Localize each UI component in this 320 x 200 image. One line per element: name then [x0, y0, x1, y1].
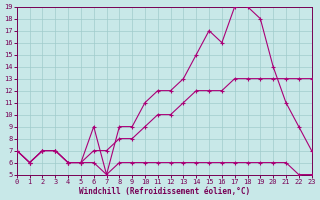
X-axis label: Windchill (Refroidissement éolien,°C): Windchill (Refroidissement éolien,°C) [79, 187, 250, 196]
